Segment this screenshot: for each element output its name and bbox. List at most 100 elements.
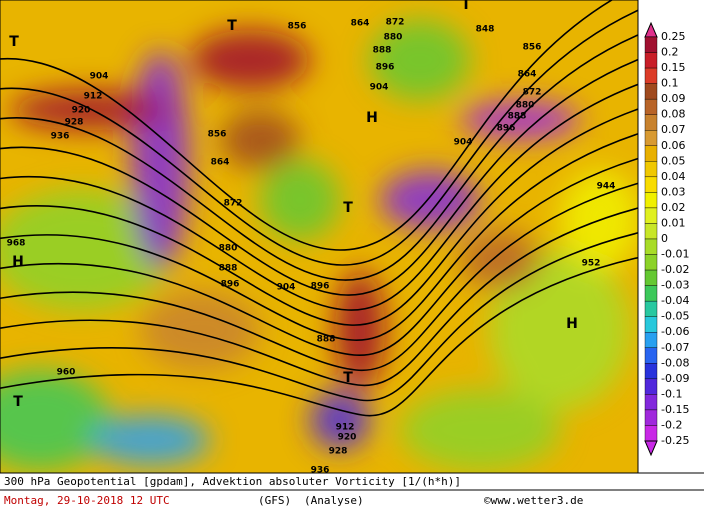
colorbar-cell <box>644 409 658 426</box>
colorbar-cell <box>644 332 658 348</box>
field-blob <box>140 290 260 370</box>
colorbar-cell <box>644 347 658 364</box>
footer-model: (GFS) <box>258 494 291 507</box>
pressure-label: 864 <box>211 158 230 168</box>
colorbar-cell <box>644 192 658 209</box>
pressure-label: 936 <box>51 132 70 142</box>
colorbar-label: 0.09 <box>661 92 686 105</box>
colorbar-label: 0.2 <box>661 46 679 59</box>
colorbar-cell <box>644 316 658 333</box>
pressure-label: 880 <box>219 244 238 254</box>
pressure-label: 880 <box>384 33 403 43</box>
pressure-label: 856 <box>208 130 227 140</box>
colorbar-cell <box>644 114 658 131</box>
pressure-label: 872 <box>523 88 542 98</box>
pressure-center: T <box>13 394 23 410</box>
contours <box>0 0 638 417</box>
pressure-label: 904 <box>370 83 389 93</box>
pressure-label: 848 <box>476 25 495 35</box>
colorbar-cell <box>644 254 658 271</box>
colorbar-label: 0.08 <box>661 108 686 121</box>
pressure-label: 872 <box>224 199 243 209</box>
contour-line <box>0 157 638 356</box>
field-blob <box>260 160 340 240</box>
colorbar-cell <box>644 98 658 115</box>
field-blob <box>190 30 310 90</box>
field-blob <box>490 250 630 410</box>
contour-line <box>0 0 614 251</box>
field-blob <box>310 390 370 450</box>
colorbar-cell <box>644 425 658 442</box>
field-blob <box>90 415 210 465</box>
field-blob <box>10 90 170 130</box>
contour-line <box>0 108 638 326</box>
colorbar-cell <box>644 378 658 395</box>
pressure-label: 864 <box>351 19 370 29</box>
contour-line <box>0 9 638 266</box>
colorbar-cell <box>644 176 658 193</box>
field-blob <box>460 230 540 290</box>
contour-line <box>0 59 638 296</box>
colorbar: 0.25 0.2 0.15 0.1 0.09 0.08 0.07 0.06 0.05 0.04 0.… <box>644 21 689 457</box>
field-blob <box>220 110 300 170</box>
pressure-label: 888 <box>373 46 392 56</box>
colorbar-cell <box>644 52 658 69</box>
footer-credit: ©www.wetter3.de <box>484 494 583 507</box>
contour-line <box>0 34 638 281</box>
colorbar-label: 0.04 <box>661 170 686 183</box>
field-blob <box>335 270 385 390</box>
colorbar-cell <box>644 223 658 240</box>
pressure-label: 896 <box>376 63 395 73</box>
pressure-label: 904 <box>277 283 296 293</box>
pressure-center: T <box>227 18 237 34</box>
colorbar-cell <box>644 207 658 224</box>
field-blob <box>0 190 170 310</box>
colorbar-label: -0.1 <box>661 387 682 400</box>
pressure-label: 856 <box>288 22 307 32</box>
colorbar-tip <box>644 21 658 38</box>
pressure-label: 872 <box>386 18 405 28</box>
pressure-label: 896 <box>497 124 516 134</box>
colorbar-label: 0.03 <box>661 185 686 198</box>
footer-date: Montag, 29-10-2018 12 UTC <box>4 494 170 507</box>
vorticity-field <box>0 20 638 470</box>
pressure-label: 864 <box>518 70 537 80</box>
colorbar-tip <box>644 440 658 457</box>
pressure-label: 952 <box>582 259 601 269</box>
colorbar-cell <box>644 394 658 411</box>
colorbar-label: -0.07 <box>661 341 689 354</box>
pressure-label: 888 <box>508 112 527 122</box>
colorbar-label: 0.06 <box>661 139 686 152</box>
colorbar-cell <box>644 145 658 162</box>
pressure-label: 896 <box>311 282 330 292</box>
colorbar-label: -0.25 <box>661 434 689 447</box>
colorbar-label: 0 <box>661 232 668 245</box>
colorbar-cell <box>644 36 658 53</box>
colorbar-cell <box>644 67 658 84</box>
contour-line <box>0 133 638 341</box>
pressure-label: 904 <box>90 72 109 82</box>
contour-line <box>0 83 638 311</box>
footer-analysis: (Analyse) <box>304 494 364 507</box>
pressure-label: 912 <box>84 92 103 102</box>
pressure-center: H <box>366 110 378 126</box>
field-blob <box>400 390 560 470</box>
contour-line <box>0 182 638 371</box>
pressure-label: 936 <box>311 466 330 476</box>
pressure-label: 960 <box>57 368 76 378</box>
pressure-center: T <box>461 0 471 13</box>
colorbar-label: 0.01 <box>661 216 686 229</box>
colorbar-label: 0.15 <box>661 61 686 74</box>
pressure-label: 896 <box>221 280 240 290</box>
colorbar-label: -0.02 <box>661 263 689 276</box>
colorbar-label: 0.07 <box>661 123 686 136</box>
pressure-center: T <box>9 34 19 50</box>
pressure-label: 920 <box>338 433 357 443</box>
pressure-label: 968 <box>7 239 26 249</box>
colorbar-label: -0.04 <box>661 294 689 307</box>
pressure-center: H <box>12 254 24 270</box>
colorbar-label: -0.03 <box>661 279 689 292</box>
colorbar-cell <box>644 285 658 302</box>
